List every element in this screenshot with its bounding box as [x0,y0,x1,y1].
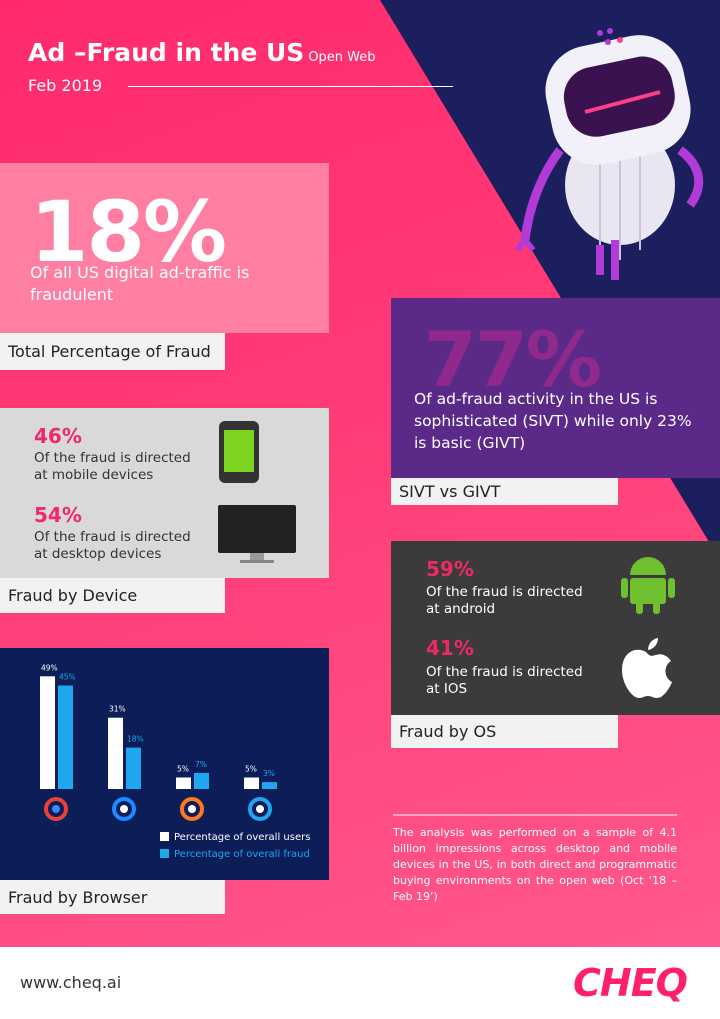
sivt-label: SIVT vs GIVT [391,478,618,505]
title-row: Ad –Fraud in the US Open Web [28,38,376,67]
bar [244,777,259,789]
mobile-icon [219,421,259,483]
value-label: 7% [195,760,207,769]
total-value: 18% [30,183,227,281]
bar [108,717,123,789]
browser-icon-center [256,805,264,813]
os-pct: 41% [426,636,474,660]
browser-icon [180,797,204,821]
browser-icon-center [120,805,128,813]
device-pct: 46% [34,424,82,448]
bar [40,676,55,789]
browser-label: Fraud by Browser [0,880,225,914]
legend-label: Percentage of overall users [174,832,310,843]
bar [58,685,73,789]
sivt-value: 77% [424,315,602,404]
os-text: Of the fraud is directed at IOS [426,664,583,697]
legend-label: Percentage of overall fraud [174,849,310,860]
value-label: 31% [109,705,126,714]
date: Feb 2019 [28,76,103,95]
bar [126,747,141,789]
bar [176,777,191,789]
device-label: Fraud by Device [0,578,225,613]
value-label: 18% [127,735,144,744]
legend-swatch [160,849,169,858]
device-text: Of the fraud is directed at desktop devi… [34,529,191,562]
value-label: 49% [41,663,58,672]
browser-icon [112,797,136,821]
brand-logo: CHEQ [573,961,688,1005]
total-label: Total Percentage of Fraud [0,333,225,370]
sivt-text: Of ad-fraud activity in the US is sophis… [414,390,692,452]
browser-chart: 49% 31% 5% 5% 45% 18% 7% 3% Percentage of overal… [40,663,310,860]
robot-illustration [514,28,704,280]
total-text: Of all US digital ad-traffic is fraudule… [30,263,250,304]
desktop-icon [218,505,296,563]
value-label: 5% [177,765,189,774]
browser-icon [44,797,68,821]
legend-swatch [160,832,169,841]
os-pct: 59% [426,557,474,581]
subtitle: Open Web [308,50,376,65]
android-icon [621,557,675,614]
value-label: 3% [263,769,275,778]
os-text: Of the fraud is directed at android [426,584,583,617]
device-pct: 54% [34,503,82,527]
browser-icon [248,797,272,821]
browser-icon-center [52,805,60,813]
os-label: Fraud by OS [391,715,618,748]
footer: www.cheq.ai CHEQ [0,947,720,1019]
bar [262,782,277,789]
background-art [0,0,720,880]
value-label: 5% [245,765,257,774]
bar [194,772,209,789]
value-label: 45% [59,673,76,682]
note: The analysis was performed on a sample o… [393,826,677,903]
apple-icon [622,638,672,698]
footer-url[interactable]: www.cheq.ai [20,973,122,992]
divider [128,86,453,87]
device-text: Of the fraud is directed at mobile devic… [34,450,191,483]
title: Ad –Fraud in the US [28,38,305,67]
browser-icon-center [188,805,196,813]
